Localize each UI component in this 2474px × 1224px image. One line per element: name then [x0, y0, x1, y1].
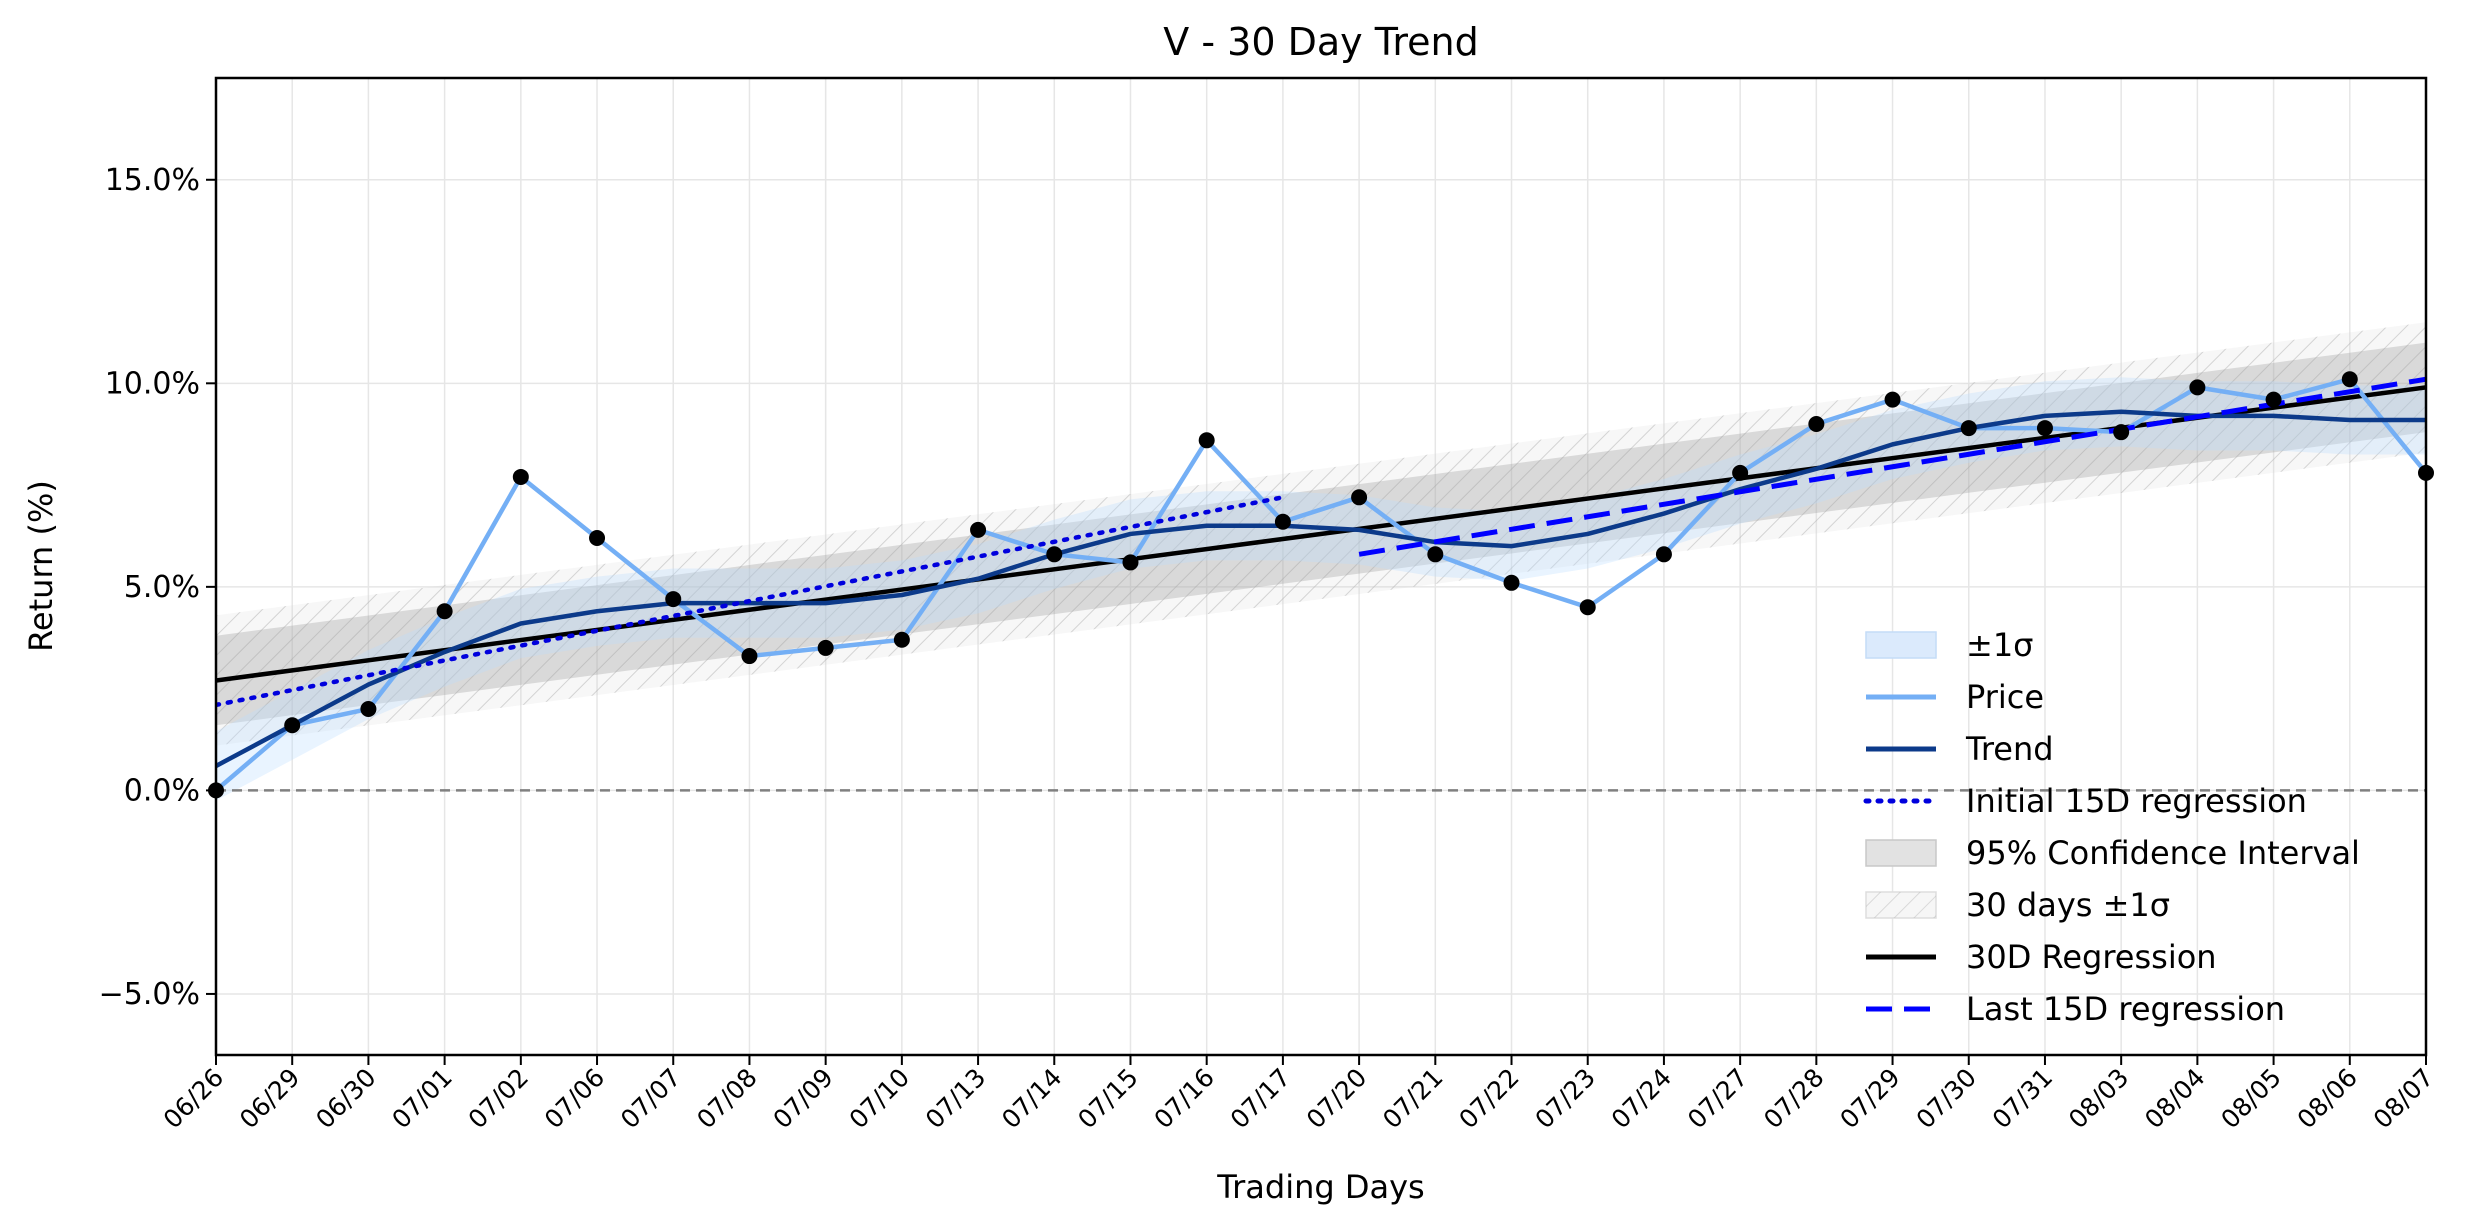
x-tick-label: 07/22	[1453, 1063, 1524, 1134]
legend-swatch-patch	[1865, 839, 1937, 867]
legend-label: Initial 15D regression	[1966, 782, 2307, 820]
legend-label: Trend	[1965, 730, 2054, 768]
x-tick-label: 07/13	[920, 1063, 991, 1134]
series-price	[216, 376, 2426, 793]
price-point	[1198, 432, 1215, 449]
chart-title: V - 30 Day Trend	[1163, 20, 1478, 64]
price-point	[2189, 379, 2206, 396]
price-point	[893, 631, 910, 648]
y-tick-label: 5.0%	[124, 570, 200, 605]
price-point	[1655, 546, 1672, 563]
x-tick-label: 07/10	[844, 1063, 915, 1134]
price-point	[284, 717, 301, 734]
price-point	[1274, 513, 1291, 530]
price-point	[665, 591, 682, 608]
price-point	[2265, 391, 2282, 408]
price-point	[2113, 424, 2130, 441]
x-tick-label: 07/24	[1606, 1063, 1677, 1134]
legend-label: 30D Regression	[1966, 938, 2217, 976]
price-point	[2036, 420, 2053, 437]
legend-label: ±1σ	[1966, 626, 2033, 664]
x-tick-label: 07/14	[996, 1063, 1067, 1134]
price-point	[970, 521, 987, 538]
x-tick-label: 07/17	[1225, 1063, 1296, 1134]
price-point	[1732, 464, 1749, 481]
price-point	[2341, 371, 2358, 388]
y-axis-ticks: −5.0% 0.0% 5.0% 10.0% 15.0%	[99, 163, 216, 1012]
x-tick-label: 07/31	[1987, 1063, 2058, 1134]
x-tick-label: 07/16	[1148, 1063, 1219, 1134]
bands	[216, 322, 2426, 801]
x-tick-label: 08/05	[2215, 1063, 2286, 1134]
x-axis-label: Trading Days	[1216, 1168, 1424, 1206]
series-initial-15d-regression	[216, 495, 1286, 708]
x-tick-label: 08/07	[2368, 1063, 2439, 1134]
price-point	[1427, 546, 1444, 563]
x-tick-label: 07/09	[767, 1063, 838, 1134]
x-tick-label: 06/26	[158, 1063, 229, 1134]
x-tick-label: 07/27	[1682, 1063, 1753, 1134]
price-point	[1503, 574, 1520, 591]
x-tick-label: 06/30	[310, 1063, 381, 1134]
x-tick-label: 07/29	[1834, 1063, 1905, 1134]
price-point	[589, 530, 606, 547]
x-axis-ticks: 06/26 06/29 06/30 07/01 07/02 07/06 07/07 07/08…	[158, 1055, 2439, 1134]
price-point	[512, 468, 529, 485]
x-tick-label: 06/29	[234, 1063, 305, 1134]
price-markers	[208, 371, 2434, 799]
band--1-	[216, 377, 2426, 801]
x-tick-label: 07/07	[615, 1063, 686, 1134]
plot-frame	[214, 76, 2428, 1057]
price-point	[1046, 546, 1063, 563]
y-tick-label: 0.0%	[124, 773, 200, 808]
x-tick-label: 07/08	[691, 1063, 762, 1134]
x-tick-label: 08/04	[2139, 1063, 2210, 1134]
x-tick-label: 07/23	[1530, 1063, 1601, 1134]
price-point	[1122, 554, 1139, 571]
legend-swatch-patch	[1865, 631, 1937, 659]
legend-swatch-hatch	[1866, 892, 1936, 918]
legend: ±1σ Price Trend Initial 15D regression 95% C…	[1863, 626, 2360, 1028]
price-point	[1960, 420, 1977, 437]
price-point	[1808, 416, 1825, 433]
x-tick-label: 08/06	[2292, 1063, 2363, 1134]
price-point	[1579, 599, 1596, 616]
x-tick-label: 07/02	[463, 1063, 534, 1134]
price-point	[817, 639, 834, 656]
legend-label: Price	[1966, 678, 2044, 716]
price-point	[360, 700, 377, 717]
y-tick-label: 10.0%	[105, 366, 200, 401]
x-tick-label: 07/01	[386, 1063, 457, 1134]
legend-label: 95% Confidence Interval	[1966, 834, 2360, 872]
price-point	[741, 648, 758, 665]
series-last-15d-regression	[1358, 376, 2426, 557]
y-tick-label: 15.0%	[105, 163, 200, 198]
price-point	[1884, 391, 1901, 408]
price-point	[1351, 489, 1368, 506]
x-tick-label: 07/30	[1911, 1063, 1982, 1134]
x-tick-label: 07/15	[1072, 1063, 1143, 1134]
series-lines	[216, 376, 2426, 793]
legend-label: Last 15D regression	[1966, 990, 2285, 1028]
x-tick-label: 07/28	[1758, 1063, 1829, 1134]
series-trend	[216, 409, 2426, 768]
price-point	[436, 603, 453, 620]
x-tick-label: 07/06	[539, 1063, 610, 1134]
x-tick-label: 07/20	[1301, 1063, 1372, 1134]
legend-label: 30 days ±1σ	[1966, 886, 2170, 924]
y-tick-label: −5.0%	[99, 977, 200, 1012]
y-axis-label: Return (%)	[22, 480, 60, 652]
x-tick-label: 07/21	[1377, 1063, 1448, 1134]
x-tick-label: 08/03	[2063, 1063, 2134, 1134]
